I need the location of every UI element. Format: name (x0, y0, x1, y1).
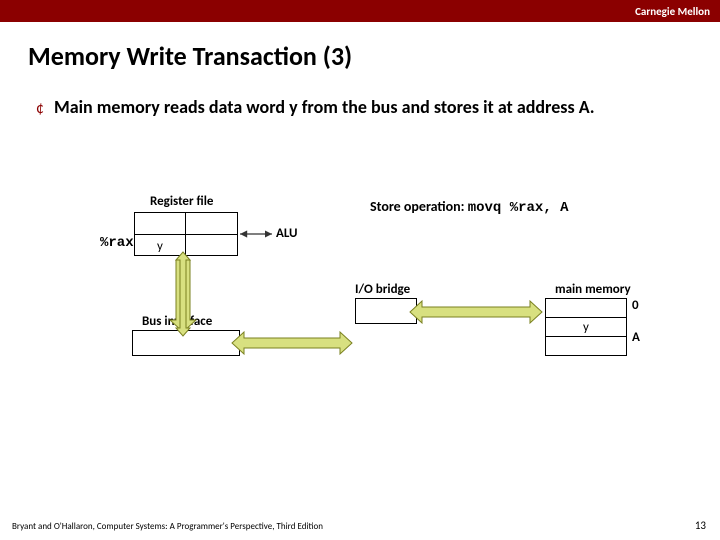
store-op-prefix: Store operation: (370, 198, 465, 215)
main-memory-label: main memory (555, 282, 631, 297)
rax-label: %rax (100, 235, 134, 251)
io-bridge-box (355, 298, 417, 324)
alu-label: ALU (276, 226, 298, 241)
bus-interface-box (132, 330, 240, 356)
reg-value-cell: y (135, 235, 186, 257)
page-number: 13 (695, 519, 706, 532)
institution-label: Carnegie Mellon (635, 5, 710, 18)
store-op-code: movq %rax, A (468, 200, 569, 216)
memory-addr-A: A (632, 330, 640, 345)
header-bar: Carnegie Mellon (0, 0, 720, 22)
bus-interface-label: Bus interface (142, 314, 212, 329)
bullet-item: ¢ Main memory reads data word y from the… (36, 96, 680, 119)
register-file-label: Register file (150, 194, 213, 209)
footer-citation: Bryant and O'Hallaron, Computer Systems:… (12, 521, 323, 532)
memory-value-cell: y (546, 318, 626, 337)
memory-box: y (545, 298, 627, 356)
register-file-box: y (134, 212, 238, 256)
io-bridge-label: I/O bridge (355, 282, 410, 297)
store-operation-label: Store operation: movq %rax, A (370, 198, 569, 216)
bullet-symbol: ¢ (36, 99, 44, 118)
slide-title: Memory Write Transaction (3) (28, 40, 720, 72)
bullet-text: Main memory reads data word y from the b… (54, 96, 595, 119)
memory-addr-0: 0 (632, 298, 639, 313)
diagram-area: Register file %rax y ALU Store operation… (0, 180, 720, 380)
